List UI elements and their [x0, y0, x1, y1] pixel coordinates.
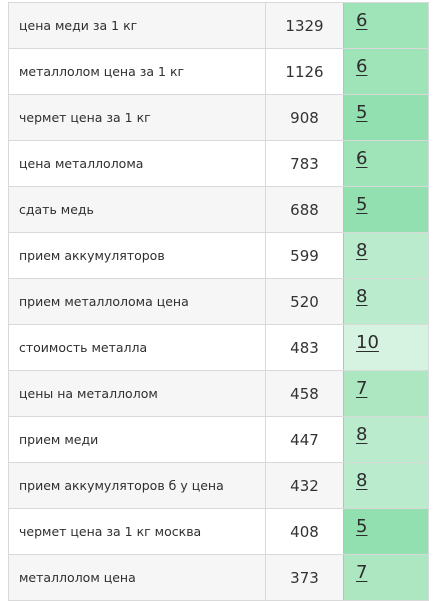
keyword-cell: стоимость металла — [9, 325, 266, 370]
position-link[interactable]: 8 — [356, 424, 368, 445]
position-link[interactable]: 6 — [356, 56, 368, 77]
table-row: цены на металлолом 458 7 — [9, 371, 429, 417]
position-cell: 8 — [344, 279, 429, 324]
keyword-cell: прием меди — [9, 417, 266, 462]
position-cell: 10 — [344, 325, 429, 370]
volume-cell: 447 — [266, 417, 344, 462]
volume-cell: 373 — [266, 555, 344, 600]
volume-cell: 458 — [266, 371, 344, 416]
volume-cell: 688 — [266, 187, 344, 232]
table-row: сдать медь 688 5 — [9, 187, 429, 233]
position-cell: 5 — [344, 187, 429, 232]
position-cell: 5 — [344, 509, 429, 554]
position-cell: 6 — [344, 3, 429, 48]
keyword-cell: цена металлолома — [9, 141, 266, 186]
keyword-cell: чермет цена за 1 кг москва — [9, 509, 266, 554]
volume-cell: 520 — [266, 279, 344, 324]
keyword-cell: цена меди за 1 кг — [9, 3, 266, 48]
table-row: прием металлолома цена 520 8 — [9, 279, 429, 325]
keyword-cell: сдать медь — [9, 187, 266, 232]
table-row: цена меди за 1 кг 1329 6 — [9, 3, 429, 49]
position-link[interactable]: 8 — [356, 240, 368, 261]
position-cell: 5 — [344, 95, 429, 140]
table-row: металлолом цена за 1 кг 1126 6 — [9, 49, 429, 95]
keyword-cell: прием аккумуляторов б у цена — [9, 463, 266, 508]
table-row: чермет цена за 1 кг москва 408 5 — [9, 509, 429, 555]
position-cell: 7 — [344, 555, 429, 600]
position-link[interactable]: 10 — [356, 332, 379, 353]
table-row: металлолом цена 373 7 — [9, 555, 429, 601]
position-link[interactable]: 8 — [356, 286, 368, 307]
position-link[interactable]: 5 — [356, 102, 368, 123]
volume-cell: 599 — [266, 233, 344, 278]
keyword-table: цена меди за 1 кг 1329 6 металлолом цена за… — [8, 2, 429, 601]
volume-cell: 408 — [266, 509, 344, 554]
volume-cell: 783 — [266, 141, 344, 186]
volume-cell: 432 — [266, 463, 344, 508]
keyword-cell: цены на металлолом — [9, 371, 266, 416]
position-cell: 8 — [344, 233, 429, 278]
volume-cell: 483 — [266, 325, 344, 370]
position-link[interactable]: 8 — [356, 470, 368, 491]
position-link[interactable]: 6 — [356, 10, 368, 31]
keyword-cell: металлолом цена — [9, 555, 266, 600]
position-cell: 6 — [344, 49, 429, 94]
volume-cell: 908 — [266, 95, 344, 140]
table-row: стоимость металла 483 10 — [9, 325, 429, 371]
position-cell: 6 — [344, 141, 429, 186]
volume-cell: 1126 — [266, 49, 344, 94]
volume-cell: 1329 — [266, 3, 344, 48]
table-row: цена металлолома 783 6 — [9, 141, 429, 187]
keyword-cell: металлолом цена за 1 кг — [9, 49, 266, 94]
keyword-cell: чермет цена за 1 кг — [9, 95, 266, 140]
position-link[interactable]: 5 — [356, 194, 368, 215]
position-link[interactable]: 6 — [356, 148, 368, 169]
position-link[interactable]: 7 — [356, 562, 368, 583]
position-link[interactable]: 7 — [356, 378, 368, 399]
position-cell: 8 — [344, 463, 429, 508]
position-cell: 7 — [344, 371, 429, 416]
keyword-cell: прием металлолома цена — [9, 279, 266, 324]
position-link[interactable]: 5 — [356, 516, 368, 537]
table-row: прием аккумуляторов б у цена 432 8 — [9, 463, 429, 509]
table-row: прием меди 447 8 — [9, 417, 429, 463]
keyword-cell: прием аккумуляторов — [9, 233, 266, 278]
table-row: прием аккумуляторов 599 8 — [9, 233, 429, 279]
table-row: чермет цена за 1 кг 908 5 — [9, 95, 429, 141]
position-cell: 8 — [344, 417, 429, 462]
